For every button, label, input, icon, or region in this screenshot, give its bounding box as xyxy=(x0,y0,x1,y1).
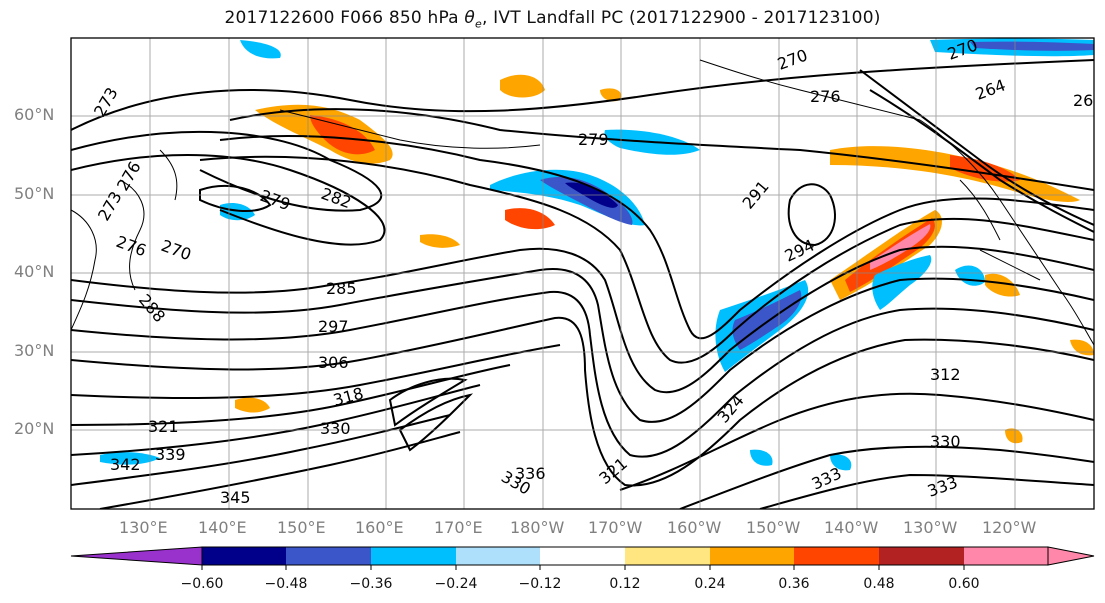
colorbar-swatch xyxy=(879,547,964,565)
lon-label: 130°E xyxy=(119,518,168,537)
contour-label: 336 xyxy=(515,464,546,483)
contour-label: 312 xyxy=(930,365,961,384)
title-subscript: e xyxy=(474,17,482,31)
colorbar-tick-label: 0.24 xyxy=(694,576,726,592)
lon-label: 170°W xyxy=(588,518,643,537)
title-prefix: 2017122600 F066 850 hPa xyxy=(224,8,465,28)
contour-label: 276 xyxy=(810,87,841,106)
colorbar-tick-label: −0.12 xyxy=(518,576,562,592)
colorbar-swatch xyxy=(625,547,710,565)
contour-label: 345 xyxy=(220,488,251,507)
colorbar-swatch xyxy=(540,547,625,565)
map-frame xyxy=(70,37,1095,510)
map-title: 2017122600 F066 850 hPa θe, IVT Landfall… xyxy=(0,8,1105,30)
lat-label-50n: 50°N xyxy=(14,184,55,203)
contour-label: 342 xyxy=(110,455,141,474)
contour-label: 285 xyxy=(326,279,357,298)
colorbar-tick-label: 0.12 xyxy=(609,576,641,592)
contour-labels: 273 276 279 279 282 285 288 291 294 297 … xyxy=(90,38,1104,507)
title-theta: θ xyxy=(464,8,475,28)
colorbar-swatch xyxy=(286,547,371,565)
lon-label: 160°W xyxy=(667,518,722,537)
colorbar-swatch xyxy=(710,547,794,565)
lon-label: 140°W xyxy=(824,518,879,537)
lon-label: 170°E xyxy=(434,518,483,537)
lat-label-30n: 30°N xyxy=(14,341,55,360)
colorbar-tick-label: −0.48 xyxy=(264,576,308,592)
colorbar-swatch xyxy=(456,547,540,565)
colorbar-tick-label: 0.48 xyxy=(863,576,895,592)
contour-label: 267 xyxy=(1073,91,1104,110)
lat-label-20n: 20°N xyxy=(14,419,55,438)
coastlines xyxy=(71,59,1094,346)
lon-label: 140°E xyxy=(198,518,247,537)
contour-label: 297 xyxy=(318,317,349,336)
lat-label-40n: 40°N xyxy=(14,262,55,281)
colorbar-tick-label: −0.60 xyxy=(180,576,224,592)
lon-label: 160°E xyxy=(355,518,404,537)
contour-label: 321 xyxy=(148,417,179,436)
lon-label: 120°W xyxy=(982,518,1037,537)
gridlines xyxy=(71,38,1094,509)
contour-label: 306 xyxy=(318,353,349,372)
colorbar-swatch xyxy=(964,547,1048,565)
lon-label: 130°W xyxy=(903,518,958,537)
lat-label-60n: 60°N xyxy=(14,105,55,124)
colorbar-swatch xyxy=(371,547,456,565)
colorbar-tick-label: −0.36 xyxy=(349,576,393,592)
lon-label: 150°E xyxy=(277,518,326,537)
colorbar-swatch xyxy=(202,547,286,565)
lon-label: 180°W xyxy=(510,518,565,537)
colorbar-tick-label: 0.36 xyxy=(778,576,810,592)
title-suffix: , IVT Landfall PC (2017122900 - 20171231… xyxy=(481,8,881,28)
contour-label: 330 xyxy=(320,419,351,438)
lon-label: 150°W xyxy=(746,518,801,537)
contour-label: 339 xyxy=(155,445,186,464)
contour-label: 330 xyxy=(930,432,961,451)
colorbar-tick-label: −0.24 xyxy=(434,576,478,592)
colorbar-swatch xyxy=(794,547,879,565)
colorbar-extend-high xyxy=(1047,546,1095,566)
colorbar-tick-label: 0.60 xyxy=(948,576,980,592)
contour-label: 279 xyxy=(578,130,609,149)
colorbar xyxy=(70,546,1095,570)
colorbar-extend-low xyxy=(70,546,203,566)
